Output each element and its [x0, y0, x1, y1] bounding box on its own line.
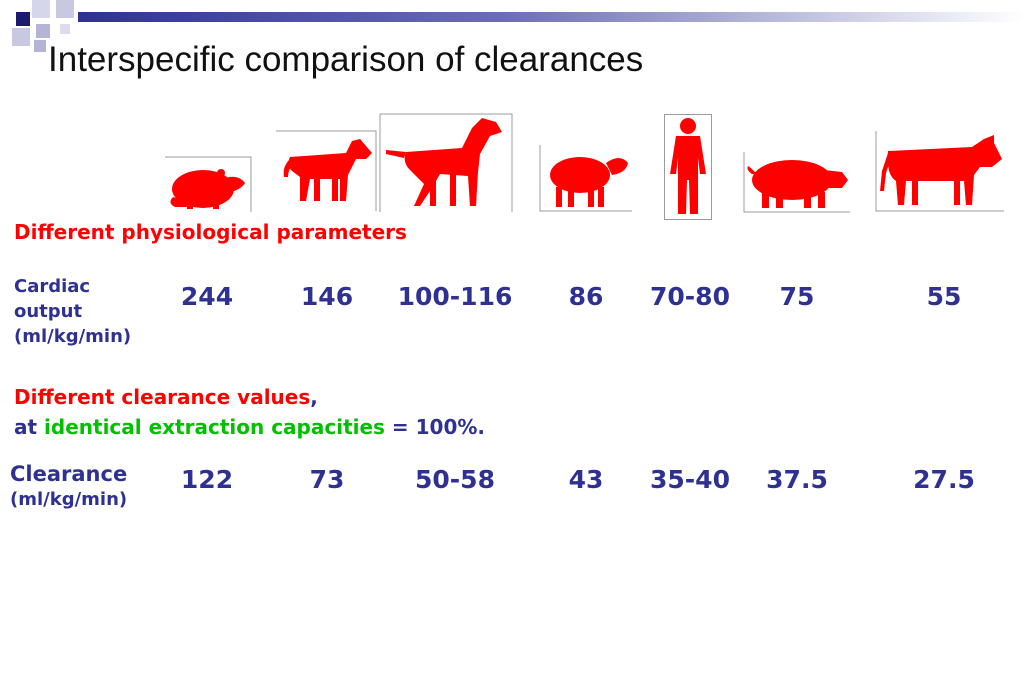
clearance-value-human: 35-40	[650, 465, 730, 494]
extraction-capacity-line: at identical extraction capacities = 100…	[14, 416, 485, 439]
rat-icon	[165, 156, 252, 212]
title-gradient-bar	[78, 12, 1024, 22]
clearance-label-line1: Clearance	[10, 462, 128, 486]
cardiac-label-line1: Cardiac	[14, 276, 91, 297]
clearance-heading-red: Different clearance values	[14, 385, 311, 409]
clearance-label-line2: (ml/kg/min)	[10, 489, 128, 510]
pig-icon	[743, 152, 850, 213]
cardiac-value-large-dog: 100-116	[397, 282, 513, 311]
cardiac-value-pig: 75	[779, 282, 815, 311]
corner-squares-decoration	[0, 0, 80, 52]
human-icon	[664, 114, 712, 220]
cardiac-value-dog: 146	[300, 282, 354, 311]
slide-title: Interspecific comparison of clearances	[48, 40, 644, 79]
cardiac-value-cow: 55	[926, 282, 962, 311]
cardiac-label-line2: output	[14, 301, 83, 322]
extraction-rest-text: = 100%.	[384, 415, 486, 439]
sheep-icon	[539, 145, 632, 212]
cardiac-value-human: 70-80	[650, 282, 730, 311]
cardiac-value-sheep: 86	[568, 282, 604, 311]
clearance-value-rat: 122	[180, 465, 234, 494]
cardiac-label-line3: (ml/kg/min)	[14, 326, 132, 347]
clearance-value-dog: 73	[309, 465, 345, 494]
dog-icon	[276, 130, 377, 211]
clearance-value-sheep: 43	[568, 465, 604, 494]
clearance-heading-comma: ,	[310, 385, 318, 409]
clearance-values-heading: Different clearance values,	[14, 386, 318, 409]
clearance-label: Clearance (ml/kg/min)	[10, 462, 127, 512]
clearance-value-pig: 37.5	[766, 465, 828, 494]
physiological-parameters-heading: Different physiological parameters	[14, 220, 407, 244]
clearance-value-cow: 27.5	[913, 465, 975, 494]
extraction-at-text: at	[14, 415, 45, 439]
extraction-green-text: identical extraction capacities	[44, 415, 385, 439]
cow-icon	[875, 131, 1004, 212]
cardiac-value-rat: 244	[180, 282, 234, 311]
large-dog-icon	[379, 113, 513, 212]
cardiac-output-label: Cardiac output (ml/kg/min)	[14, 274, 131, 349]
clearance-value-large-dog: 50-58	[415, 465, 495, 494]
